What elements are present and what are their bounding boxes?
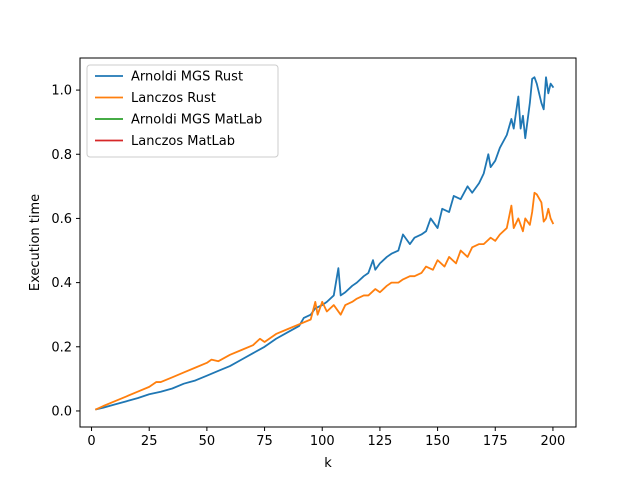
series-line-0: [95, 76, 555, 411]
series-line-1: [94, 191, 555, 411]
x-tick-label: 75: [256, 434, 273, 449]
x-tick-label: 200: [541, 434, 566, 449]
y-axis-label: Execution time: [28, 194, 43, 291]
x-tick-label: 125: [367, 434, 392, 449]
x-tick-label: 100: [310, 434, 335, 449]
y-tick-label: 0.0: [51, 404, 72, 419]
legend: Arnoldi MGS Rust Lanczos Rust Arnoldi MGS …: [86, 64, 279, 158]
y-tick-label: 0.4: [51, 276, 72, 291]
y-tick-label: 1.0: [51, 84, 72, 99]
x-tick-label: 25: [141, 434, 158, 449]
legend-label: Arnoldi MGS MatLab: [131, 113, 262, 128]
x-tick-label: 0: [87, 434, 95, 449]
y-tick-label: 0.6: [51, 212, 72, 227]
x-tick-label: 175: [483, 434, 508, 449]
x-tick-label: 50: [199, 434, 216, 449]
plot-frame: [79, 57, 577, 428]
series-layer: [94, 76, 555, 411]
x-axis: 0 25 50 75 100 125 150 175 200: [87, 427, 565, 449]
y-tick-label: 0.8: [51, 148, 72, 163]
x-axis-label: k: [324, 456, 332, 471]
y-axis: 0.0 0.2 0.4 0.6 0.8 1.0: [51, 84, 80, 419]
legend-frame: [86, 64, 279, 158]
legend-label: Arnoldi MGS Rust: [131, 70, 243, 85]
legend-label: Lanczos MatLab: [131, 134, 235, 149]
legend-label: Lanczos Rust: [131, 91, 216, 106]
y-tick-label: 0.2: [51, 340, 72, 355]
x-tick-label: 150: [425, 434, 450, 449]
